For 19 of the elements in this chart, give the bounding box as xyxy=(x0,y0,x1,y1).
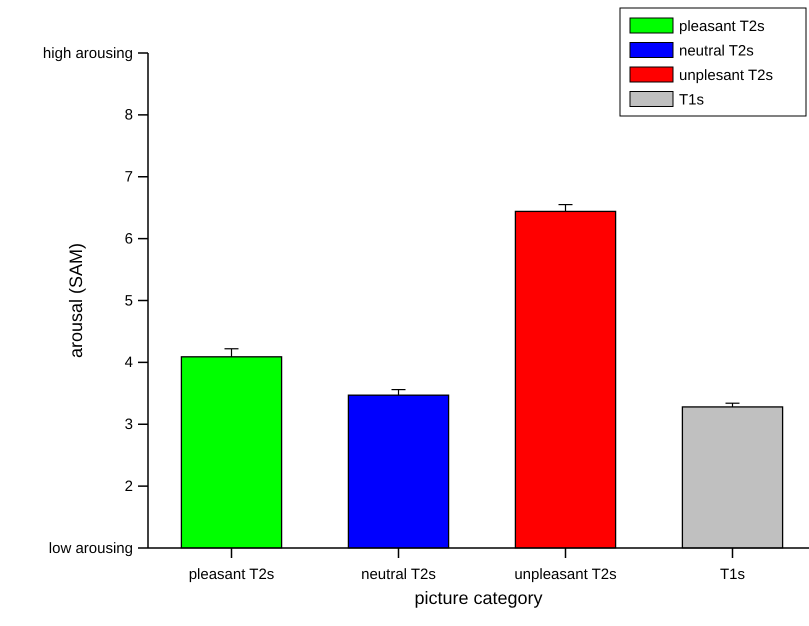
y-tick-label: low arousing xyxy=(48,540,133,557)
y-tick-label: 5 xyxy=(124,292,133,310)
x-tick-label: unpleasant T2s xyxy=(514,566,617,583)
y-tick-label: 6 xyxy=(124,230,133,248)
legend-label: unplesant T2s xyxy=(679,67,773,84)
y-axis-title: arousal (SAM) xyxy=(66,242,86,358)
x-tick-label: T1s xyxy=(720,566,746,583)
legend-label: T1s xyxy=(679,92,704,108)
y-tick-label: 3 xyxy=(124,416,133,434)
y-tick-label: 7 xyxy=(124,168,133,186)
legend-label: neutral T2s xyxy=(679,42,754,60)
y-tick-label: 2 xyxy=(124,478,133,495)
y-tick-label: high arousing xyxy=(42,44,133,62)
y-tick-label: 4 xyxy=(124,354,133,372)
x-tick-label: pleasant T2s xyxy=(188,566,274,583)
y-tick-label: 8 xyxy=(124,106,133,124)
x-tick-label: neutral T2s xyxy=(361,566,436,583)
x-axis-title: picture category xyxy=(414,588,543,608)
legend-label: pleasant T2s xyxy=(679,18,765,35)
